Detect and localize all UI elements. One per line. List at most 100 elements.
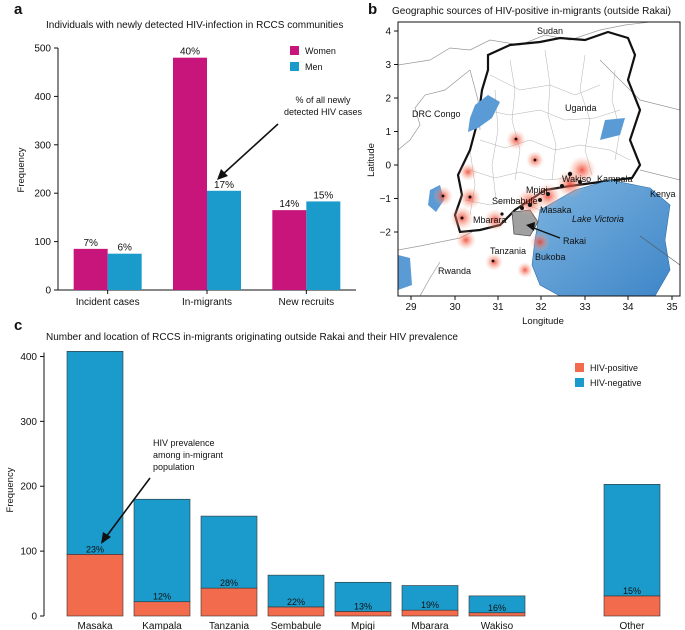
legend-women-swatch [290,46,299,55]
annotation-c-line-2: among in-migrant [153,450,224,460]
y-tick-label: 200 [20,482,37,493]
panel-a-annotation: % of all newly detected HIV cases [217,95,363,180]
panel-b-letter: b [368,1,377,18]
bar-hiv-positive [334,611,392,617]
bar-hiv-positive [401,609,459,617]
panel-a-legend: Women Men [290,46,336,72]
lake-victoria-label: Lake Victoria [572,214,624,224]
place-kampala: Kampala [597,174,633,184]
panel-a: a Individuals with newly detected HIV-in… [14,1,363,308]
y-tick-label: 200 [34,189,51,200]
country-tanzania: Tanzania [490,246,526,256]
panel-a-letter: a [14,1,23,18]
bar-hiv-negative [267,574,325,608]
y-tick-label: 0 [45,286,51,297]
prevalence-label: 23% [86,544,104,554]
panel-c-bars: 23% 12% 28% 22% 13% 19% 16% 15% [66,350,661,617]
annotation-c-line-3: population [153,462,195,472]
x-tick-label: New recruits [279,297,335,308]
y-tick-label: 400 [20,352,37,363]
rakai-arrowhead [526,222,535,231]
y-tick-label: −2 [380,228,392,239]
legend-men-swatch [290,62,299,71]
x-tick-label: Wakiso [481,621,514,630]
legend-hiv-negative-swatch [575,378,584,387]
x-tick-label: 30 [449,302,461,313]
bar-hiv-positive [133,601,191,617]
annotation-c-arrow [105,477,151,538]
x-tick-label: 34 [622,302,634,313]
legend-hiv-positive-label: HIV-positive [590,363,638,373]
y-tick-label: 400 [34,92,51,103]
lake-victoria [531,179,671,296]
panel-a-title: Individuals with newly detected HIV-infe… [46,20,343,31]
y-tick-label: 3 [385,60,391,71]
bar-women [272,210,307,290]
panel-c-letter: c [14,317,22,334]
prevalence-label: 16% [488,603,506,613]
x-tick-label: 32 [535,302,547,313]
lake-kyoga [600,118,625,140]
x-tick-label: Mpigi [351,621,375,630]
y-tick-label: 0 [31,612,37,623]
bar-label: 40% [180,47,200,58]
panel-a-ylabel: Frequency [16,147,27,192]
x-tick-label: Other [619,621,645,630]
x-tick-label: 31 [492,302,504,313]
bar-women [73,248,108,290]
bar-label: 6% [117,243,132,254]
place-rakai: Rakai [563,236,586,246]
bar-women [173,57,207,291]
bar-hiv-positive [468,612,526,617]
annotation-arrowhead [217,169,228,180]
bar-hiv-negative [133,498,191,603]
legend-women-label: Women [305,46,336,56]
annotation-c-arrowhead [101,532,111,544]
prevalence-label: 13% [354,601,372,611]
place-sembabule: Sembabule [492,196,538,206]
bar-hiv-negative [468,595,526,614]
y-tick-label: 300 [20,417,37,428]
bar-hiv-positive [200,587,258,617]
bar-hiv-negative [603,483,661,597]
y-tick-label: 300 [34,140,51,151]
bar-men [107,253,142,290]
annotation-line-1: % of all newly [295,95,351,105]
bar-hiv-positive [66,554,124,617]
panel-c-title: Number and location of RCCS in-migrants … [46,332,458,343]
x-tick-label: Masaka [77,621,112,630]
annotation-arrow [221,123,279,176]
panel-a-bars: 7% 6% 40% 17% 14% 15% [73,47,341,291]
prevalence-label: 28% [220,578,238,588]
y-tick-label: 100 [20,547,37,558]
bar-label: 17% [214,180,234,191]
x-tick-label: Kampala [142,621,182,630]
bar-hiv-positive [267,606,325,617]
country-sudan: Sudan [537,26,563,36]
bar-hiv-negative [200,515,258,589]
y-tick-label: 4 [385,27,391,38]
panel-c-annotation: HIV prevalence among in-migrant populati… [101,438,224,544]
place-wakiso: Wakiso [562,174,591,184]
panel-c: c Number and location of RCCS in-migrant… [5,317,661,630]
place-masaka: Masaka [540,205,572,215]
place-mbarara: Mbarara [473,215,507,225]
place-bukoba: Bukoba [535,252,566,262]
lake-kivu [398,255,412,290]
place-mpigi: Mpigi [526,185,548,195]
bar-hiv-negative [334,581,392,612]
bar-hiv-positive [603,595,661,617]
y-tick-label: 1 [385,127,391,138]
panel-b-xlabel: Longitude [522,316,564,327]
panel-c-axes: 0 100 200 300 400 Masaka Kampala Tanzania Sembab… [20,352,645,630]
hiv-hotspots [433,130,596,278]
bar-label: 14% [279,199,299,210]
x-tick-label: Incident cases [76,297,140,308]
country-drc: DRC Congo [412,109,461,119]
panel-b-title: Geographic sources of HIV-positive in-mi… [392,6,671,17]
lake-albert [468,95,500,132]
bar-label: 15% [313,190,333,201]
country-kenya: Kenya [650,189,676,199]
